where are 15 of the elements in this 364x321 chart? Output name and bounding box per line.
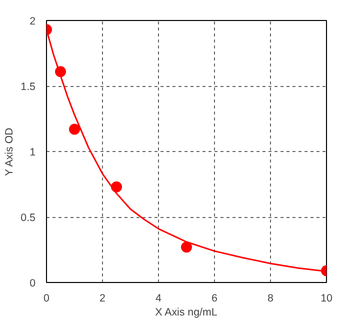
point	[69, 124, 80, 135]
x-axis-title: X Axis ng/mL	[155, 306, 218, 318]
y-tick-label: 1.5	[20, 81, 36, 93]
y-axis-title: Y Axis OD	[4, 127, 16, 176]
x-tick-label: 2	[100, 292, 106, 304]
x-tick-label: 0	[44, 292, 50, 304]
x-tick-label: 4	[156, 292, 162, 304]
x-tick-label: 8	[268, 292, 274, 304]
y-tick-label: 1	[30, 146, 36, 158]
y-tick-label: 0	[30, 278, 36, 290]
x-tick-label: 6	[212, 292, 218, 304]
point	[181, 242, 192, 253]
y-tick-label: 2	[30, 16, 36, 28]
y-tick-label: 0.5	[20, 212, 36, 224]
x-tick-label: 10	[320, 292, 332, 304]
